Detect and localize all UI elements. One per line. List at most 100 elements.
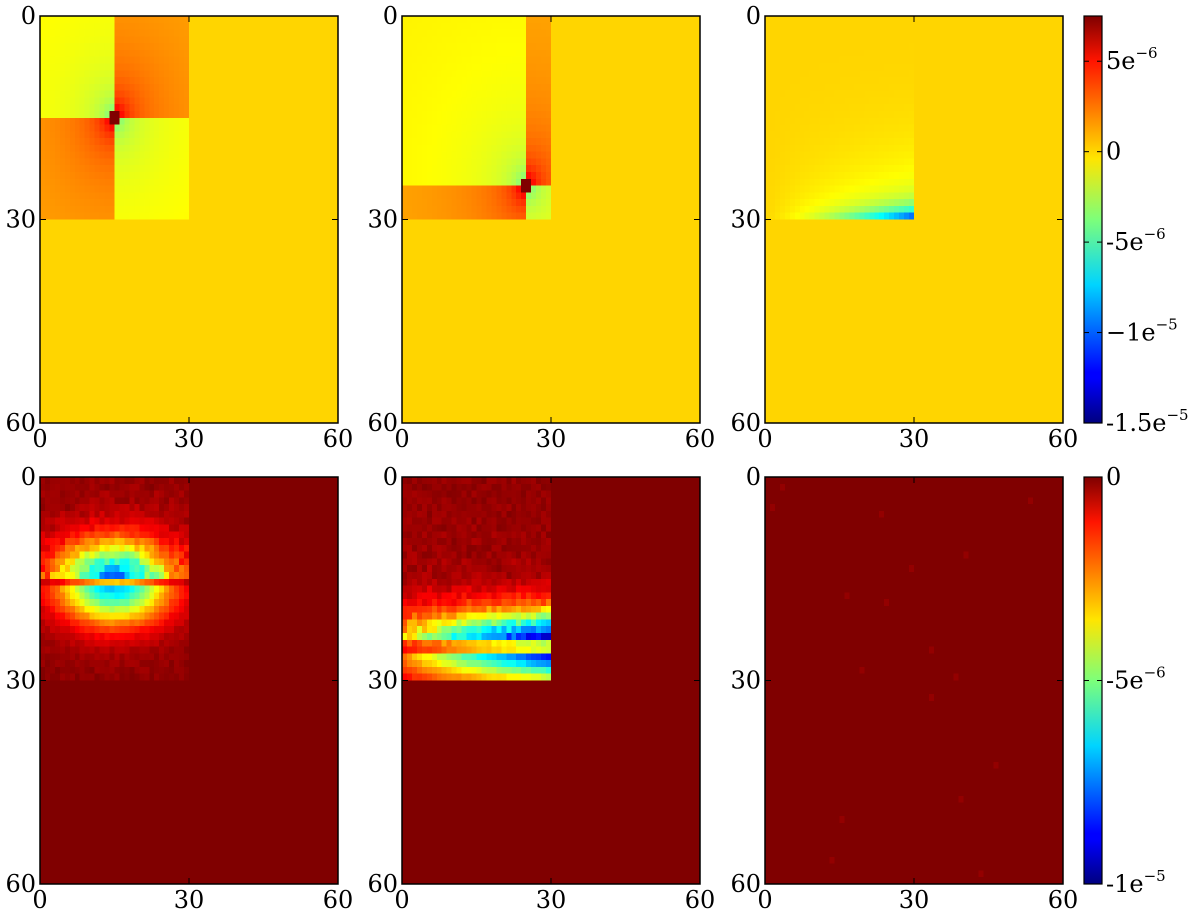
heatmap-cell: [333, 368, 339, 376]
heatmap-cell: [40, 287, 46, 295]
heatmap-cell: [59, 70, 66, 78]
heatmap-cell: [288, 16, 294, 24]
heatmap-cell: [149, 321, 155, 329]
heatmap-cell: [149, 36, 155, 44]
heatmap-cell: [263, 328, 269, 336]
heatmap-cell: [605, 70, 611, 78]
heatmap-cell: [426, 36, 433, 44]
heatmap-cell: [109, 185, 115, 193]
heatmap-cell: [243, 266, 249, 275]
heatmap-cell: [154, 226, 160, 234]
heatmap-cell: [333, 22, 339, 30]
heatmap-cell: [635, 117, 641, 125]
heatmap-cell: [218, 205, 225, 214]
heatmap-cell: [218, 382, 225, 390]
heatmap-cell: [248, 16, 254, 24]
heatmap-cell: [680, 151, 686, 159]
heatmap-cell: [685, 97, 691, 105]
heatmap-cell: [203, 341, 210, 349]
heatmap-cell: [139, 361, 145, 370]
heatmap-cell: [89, 70, 96, 78]
heatmap-cell: [406, 63, 413, 71]
heatmap-cell: [293, 70, 299, 78]
heatmap-cell: [293, 205, 299, 214]
heatmap-cell: [59, 165, 66, 173]
heatmap-cell: [531, 29, 537, 37]
heatmap-cell: [79, 29, 86, 37]
heatmap-cell: [129, 273, 135, 281]
heatmap-cell: [248, 124, 254, 132]
heatmap-cell: [179, 402, 185, 410]
heatmap-cell: [406, 36, 413, 44]
heatmap-cell: [99, 63, 105, 71]
heatmap-cell: [129, 56, 135, 64]
heatmap-cell: [124, 110, 130, 119]
heatmap-cell: [228, 56, 235, 64]
heatmap-cell: [406, 124, 413, 132]
heatmap-cell: [263, 307, 269, 315]
heatmap-cell: [278, 63, 284, 71]
heatmap-cell: [189, 83, 195, 92]
heatmap-cell: [99, 389, 105, 397]
heatmap-cell: [318, 212, 324, 220]
heatmap-cell: [233, 341, 240, 349]
heatmap-cell: [134, 389, 140, 397]
heatmap-cell: [49, 294, 56, 302]
heatmap-cell: [303, 63, 309, 71]
heatmap-cell: [149, 361, 155, 370]
heatmap-cell: [521, 138, 527, 146]
heatmap-cell: [481, 144, 487, 153]
heatmap-cell: [198, 355, 205, 363]
heatmap-cell: [328, 273, 334, 281]
heatmap-cell: [421, 124, 428, 132]
heatmap-cell: [184, 117, 190, 125]
heatmap-cell: [243, 389, 249, 397]
heatmap-cell: [313, 49, 319, 58]
heatmap-cell: [313, 77, 319, 85]
heatmap-cell: [283, 63, 289, 71]
heatmap-cell: [546, 151, 552, 159]
heatmap-cell: [560, 158, 567, 166]
heatmap-cell: [431, 36, 438, 44]
heatmap-cell: [471, 36, 477, 44]
heatmap-cell: [675, 56, 681, 64]
heatmap-cell: [40, 314, 46, 322]
heatmap-cell: [64, 192, 71, 200]
heatmap-cell: [193, 314, 200, 322]
heatmap-cell: [298, 273, 304, 281]
heatmap-cell: [605, 22, 611, 30]
heatmap-cell: [198, 172, 205, 180]
heatmap-cell: [565, 124, 572, 132]
heatmap-cell: [154, 395, 160, 404]
heatmap-cell: [248, 416, 254, 424]
heatmap-cell: [109, 273, 115, 281]
heatmap-cell: [318, 90, 324, 98]
heatmap-cell: [308, 56, 314, 64]
heatmap-cell: [298, 389, 304, 397]
heatmap-cell: [84, 178, 91, 186]
heatmap-cell: [129, 49, 135, 58]
heatmap-cell: [228, 239, 235, 248]
heatmap-cell: [149, 29, 155, 37]
heatmap-cell: [119, 375, 125, 383]
heatmap-cell: [526, 124, 532, 132]
heatmap-cell: [298, 199, 304, 207]
heatmap-cell: [248, 233, 254, 241]
heatmap-cell: [441, 70, 448, 78]
heatmap-cell: [575, 117, 582, 125]
heatmap-cell: [134, 348, 140, 356]
heatmap-cell: [521, 22, 527, 30]
heatmap-cell: [213, 104, 220, 112]
heatmap-cell: [124, 280, 130, 288]
heatmap-cell: [248, 389, 254, 397]
heatmap-cell: [49, 307, 56, 315]
heatmap-cell: [531, 77, 537, 85]
heatmap-cell: [303, 368, 309, 376]
heatmap-cell: [620, 104, 626, 112]
heatmap-cell: [670, 70, 676, 78]
heatmap-cell: [303, 328, 309, 336]
heatmap-cell: [436, 117, 443, 125]
heatmap-cell: [203, 56, 210, 64]
heatmap-cell: [303, 124, 309, 132]
heatmap-cell: [114, 77, 120, 85]
